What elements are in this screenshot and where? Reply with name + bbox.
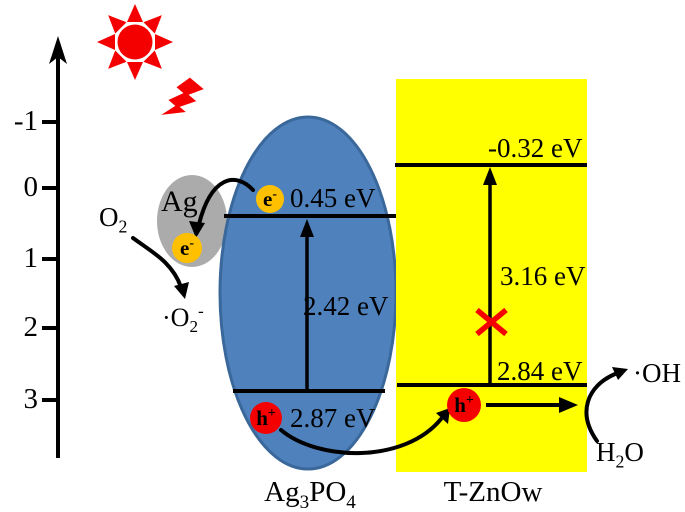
- electron-to-ag-arrowhead: [189, 221, 205, 238]
- superoxide-base-text: ·O: [162, 303, 190, 332]
- hole-transfer-arrow: [279, 417, 443, 455]
- axis-tick-label: -1: [13, 105, 38, 137]
- superoxide-sup-text: -: [198, 301, 204, 321]
- h2o-base-text: H: [596, 437, 616, 467]
- znow-name-label: T-ZnOw: [443, 476, 543, 508]
- hole-sup-text: +: [267, 405, 276, 420]
- hole-ox-arrowhead: [559, 397, 578, 413]
- h2o-base2-text: O: [624, 437, 644, 467]
- sun-ray: [127, 4, 143, 22]
- ag3po4-name-s2: 4: [346, 491, 356, 512]
- sun-disc: [117, 24, 153, 60]
- sun-ray: [127, 62, 143, 80]
- superoxide-label: ·O2-: [162, 301, 204, 335]
- sun-ray: [108, 15, 127, 34]
- electron-sup-text: -: [272, 186, 277, 201]
- sun-ray: [97, 34, 115, 50]
- superoxide-sub-text: 2: [189, 317, 199, 337]
- hole-base-text: h: [256, 406, 268, 430]
- electron-badge-label: e-: [253, 186, 287, 212]
- o2-reduction-arrow: [131, 236, 183, 289]
- ag3po4-gap-arrowhead: [300, 219, 314, 237]
- o2-reduction-arrowhead: [174, 282, 189, 299]
- o2-sub-text: 2: [118, 216, 128, 237]
- ag3po4-vb-value: 2.87 eV: [290, 403, 376, 433]
- o2-base-text: O: [99, 202, 119, 232]
- ag3po4-name-s1: 3: [299, 491, 310, 512]
- axis-tick-label: 3: [23, 383, 39, 415]
- hole-sup-text: +: [465, 392, 474, 407]
- ag3po4-name-p1: Ag: [264, 476, 300, 508]
- blocked-x-icon: [475, 307, 508, 337]
- ag3po4-cb-value: 0.45 eV: [290, 183, 376, 213]
- h2o-oxidation-arrow: [584, 372, 617, 443]
- ag3po4-name-label: Ag3PO4: [235, 476, 385, 512]
- h2o-oxidation-arrowhead: [612, 367, 628, 380]
- hole-badge-label: h+: [249, 405, 283, 431]
- znow-gap-value: 3.16 eV: [500, 261, 586, 291]
- electron-badge: [172, 233, 202, 263]
- electron-base-text: e: [263, 187, 273, 211]
- sun-icon: [97, 4, 173, 80]
- hole-transfer-arrowhead: [436, 408, 450, 424]
- znow-gap-arrowhead: [483, 167, 497, 185]
- h2o-label: H2O: [596, 437, 644, 470]
- electron-base-text: e: [180, 236, 190, 260]
- electron-sup-text: -: [189, 235, 194, 250]
- axis-tick-label: 2: [23, 311, 39, 343]
- electron-badge: [256, 185, 284, 213]
- o2-label: O2: [99, 202, 127, 235]
- oh-radical-label: ·OH: [633, 358, 681, 388]
- sun-ray: [143, 50, 162, 69]
- znow-vb-value: 2.84 eV: [497, 356, 583, 386]
- energy-axis-arrowhead: [49, 36, 67, 64]
- ag3po4-name-p2: PO: [309, 476, 347, 508]
- lightning-icon: [161, 77, 204, 115]
- hole-badge: [250, 402, 282, 434]
- hole-badge-label: h+: [447, 392, 481, 418]
- sun-ray: [155, 34, 173, 50]
- ag3po4-gap-value: 2.42 eV: [303, 291, 389, 321]
- sun-ray: [143, 15, 162, 34]
- h2o-sub-text: 2: [615, 451, 625, 472]
- znow-cb-value: -0.32 eV: [488, 133, 583, 163]
- axis-tick-label: 1: [23, 242, 39, 274]
- hole-base-text: h: [454, 393, 466, 417]
- electron-badge-label: e-: [170, 235, 204, 261]
- ag-particle-label: Ag: [161, 185, 198, 218]
- sun-ray: [108, 50, 127, 69]
- hole-badge: [447, 388, 481, 422]
- electron-to-ag-arrow: [197, 178, 255, 226]
- axis-tick-label: 0: [23, 171, 39, 203]
